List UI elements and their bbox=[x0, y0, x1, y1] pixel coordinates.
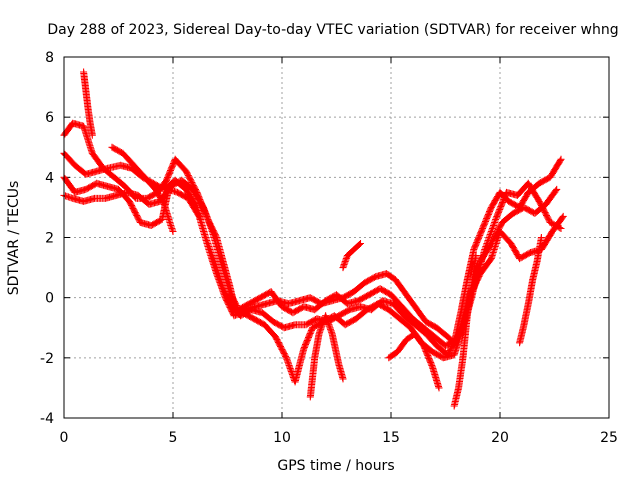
series-drop-21h bbox=[516, 234, 545, 347]
y-tick-label: 0 bbox=[45, 291, 54, 307]
marker-path bbox=[385, 330, 443, 392]
series-segment-12h bbox=[339, 240, 364, 272]
x-tick-label: 25 bbox=[600, 430, 618, 446]
y-tick-label: 2 bbox=[45, 231, 54, 247]
chart-title: Day 288 of 2023, Sidereal Day-to-day VTE… bbox=[47, 22, 618, 38]
series-segment-15h bbox=[385, 330, 443, 392]
marker-path bbox=[450, 252, 480, 410]
marker-path bbox=[306, 312, 347, 401]
x-tick-label: 0 bbox=[60, 430, 69, 446]
y-tick-label: -4 bbox=[40, 411, 54, 427]
marker-path bbox=[108, 143, 177, 235]
data-markers bbox=[60, 68, 567, 410]
y-tick-label: 4 bbox=[45, 170, 54, 186]
grid-lines bbox=[64, 57, 609, 418]
x-tick-label: 20 bbox=[491, 430, 509, 446]
series-segment-11h bbox=[306, 312, 347, 401]
series-dip-18h bbox=[450, 252, 480, 410]
plot-frame bbox=[63, 56, 610, 419]
y-tick-label: 8 bbox=[45, 50, 54, 66]
marker-path bbox=[516, 234, 545, 347]
y-axis-label: SDTVAR / TECUs bbox=[6, 181, 22, 296]
series-spike-early bbox=[80, 68, 96, 139]
x-axis-label: GPS time / hours bbox=[277, 458, 394, 474]
y-tick-label: -2 bbox=[40, 351, 54, 367]
series-segment-after-2h bbox=[108, 143, 177, 235]
y-tick-label: 6 bbox=[45, 110, 54, 126]
x-tick-label: 15 bbox=[382, 430, 400, 446]
marker-path bbox=[339, 240, 364, 272]
x-tick-label: 10 bbox=[273, 430, 291, 446]
x-tick-label: 5 bbox=[169, 430, 178, 446]
marker-path bbox=[80, 68, 96, 139]
axis-ticks: 0 5 10 15 20 25 -4 -2 0 2 4 6 8 bbox=[40, 50, 618, 446]
